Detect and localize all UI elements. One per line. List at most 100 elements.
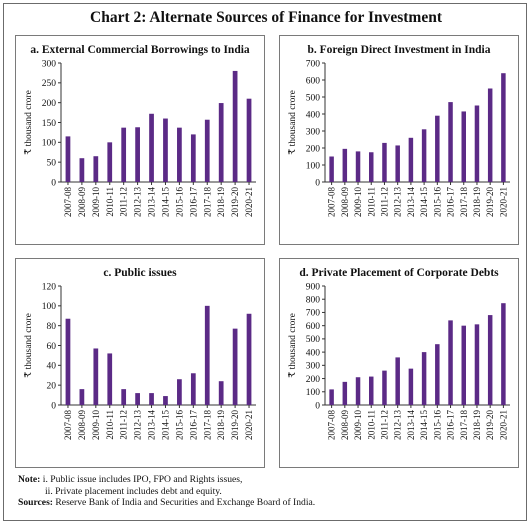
x-tick-label: 2007-08 [327, 187, 337, 217]
x-tick-label: 2009-10 [353, 410, 363, 440]
y-tick-label: 200 [306, 375, 321, 385]
x-tick-label: 2018-19 [216, 187, 226, 217]
bar-2019-20 [487, 88, 493, 182]
bar-2019-20 [232, 70, 238, 182]
bar-2015-16 [177, 379, 182, 405]
bar-2010-11 [369, 152, 374, 182]
x-tick-label: 2008-09 [77, 410, 87, 440]
chart-svg-ecb: a. External Commercial Borrowings to Ind… [24, 44, 256, 217]
bar-2020-21 [501, 303, 506, 405]
x-tick-label: 2008-09 [340, 410, 350, 440]
bar-2012-13 [135, 127, 140, 182]
y-tick-label: 120 [42, 282, 57, 292]
x-tick-label: 2019-20 [230, 410, 240, 440]
y-tick-label: 80 [47, 322, 57, 332]
x-tick-label: 2013-14 [147, 187, 157, 217]
y-tick-label: 0 [51, 178, 56, 188]
x-tick-label: 2018-19 [216, 410, 226, 440]
y-tick-label: 500 [306, 93, 321, 103]
bar-2008-09 [342, 381, 348, 405]
bar-2009-10 [93, 348, 99, 405]
bar-2007-08 [65, 318, 71, 405]
y-tick-label: 200 [42, 99, 57, 109]
y-tick-label: 60 [47, 342, 57, 352]
bar-2020-21 [246, 313, 252, 405]
chart-svg-public-issues: c. Public issues ₹ thousand crore 0 20 40 60 8… [24, 267, 256, 440]
chart-panel-private-placement: d. Private Placement of Corporate Debts ₹… [279, 258, 519, 468]
y-tick-label: 20 [47, 381, 57, 391]
x-tick-label: 2015-16 [174, 187, 184, 217]
y-axis-label: ₹ thousand crore [24, 313, 34, 378]
bar-2007-08 [329, 156, 334, 182]
bar-2015-16 [435, 115, 440, 182]
x-tick-label: 2007-08 [327, 410, 337, 440]
bar-2015-16 [435, 344, 440, 405]
x-tick-label: 2020-21 [244, 410, 254, 440]
bar-2016-17 [448, 320, 453, 405]
x-tick-label: 2019-20 [485, 410, 495, 440]
y-tick-label: 900 [306, 282, 321, 292]
x-tick-label: 2019-20 [485, 187, 495, 217]
bar-2017-18 [461, 325, 466, 405]
y-tick-label: 400 [306, 348, 321, 358]
chart-panel-public-issues: c. Public issues ₹ thousand crore 0 20 40 60 8… [15, 258, 265, 468]
bar-2019-20 [487, 315, 493, 405]
y-tick-label: 700 [306, 59, 321, 69]
bar-2014-15 [421, 352, 427, 405]
x-tick-label: 2016-17 [188, 410, 198, 440]
x-tick-label: 2016-17 [446, 187, 456, 217]
x-tick-label: 2016-17 [188, 187, 198, 217]
bar-2010-11 [107, 142, 113, 182]
x-tick-label: 2014-15 [419, 410, 429, 440]
sources-label: Sources: [18, 497, 53, 508]
x-tick-label: 2012-13 [133, 410, 143, 440]
y-axis-label: ₹ thousand crore [24, 90, 34, 155]
x-tick-label: 2014-15 [419, 187, 429, 217]
figure-title: Chart 2: Alternate Sources of Finance fo… [90, 9, 442, 26]
bar-2018-19 [218, 103, 224, 182]
bar-2020-21 [246, 98, 252, 182]
x-tick-label: 2020-21 [498, 410, 508, 440]
bar-2013-14 [149, 113, 154, 182]
y-tick-label: 600 [306, 322, 321, 332]
y-tick-label: 500 [306, 335, 321, 345]
x-tick-label: 2007-08 [63, 410, 73, 440]
bar-2017-18 [204, 305, 210, 405]
x-tick-label: 2010-11 [366, 187, 376, 217]
x-tick-label: 2008-09 [77, 187, 87, 217]
y-tick-label: 0 [51, 401, 56, 411]
x-tick-label: 2013-14 [147, 410, 157, 440]
bar-2008-09 [79, 158, 85, 182]
bar-2012-13 [395, 145, 400, 182]
bar-2007-08 [329, 389, 334, 405]
x-tick-label: 2013-14 [406, 187, 416, 217]
y-tick-label: 250 [42, 79, 57, 89]
bar-2007-08 [65, 136, 71, 182]
bar-2008-09 [79, 389, 85, 405]
chart-title: d. Private Placement of Corporate Debts [299, 267, 499, 279]
bar-2012-13 [395, 357, 400, 405]
x-tick-label: 2010-11 [105, 410, 115, 440]
x-tick-label: 2008-09 [340, 187, 350, 217]
bar-2010-11 [107, 353, 113, 405]
y-axis-label: ₹ thousand crore [288, 313, 298, 378]
figure-frame: Chart 2: Alternate Sources of Finance fo… [3, 3, 527, 521]
bar-2013-14 [408, 368, 414, 405]
chart-title: c. Public issues [103, 267, 177, 279]
x-tick-label: 2016-17 [446, 410, 456, 440]
bar-2018-19 [474, 324, 480, 405]
y-tick-label: 100 [42, 302, 57, 312]
bar-2013-14 [149, 393, 154, 405]
bar-2016-17 [190, 134, 196, 182]
x-tick-label: 2009-10 [353, 187, 363, 217]
x-tick-label: 2011-12 [119, 187, 129, 217]
x-tick-label: 2018-19 [472, 187, 482, 217]
bar-2020-21 [501, 73, 506, 182]
y-tick-label: 300 [306, 362, 321, 372]
bar-2011-12 [121, 389, 127, 405]
bar-2010-11 [369, 376, 374, 405]
x-tick-label: 2012-13 [393, 187, 403, 217]
y-tick-label: 400 [306, 110, 321, 120]
x-tick-label: 2015-16 [174, 410, 184, 440]
x-tick-label: 2012-13 [393, 410, 403, 440]
